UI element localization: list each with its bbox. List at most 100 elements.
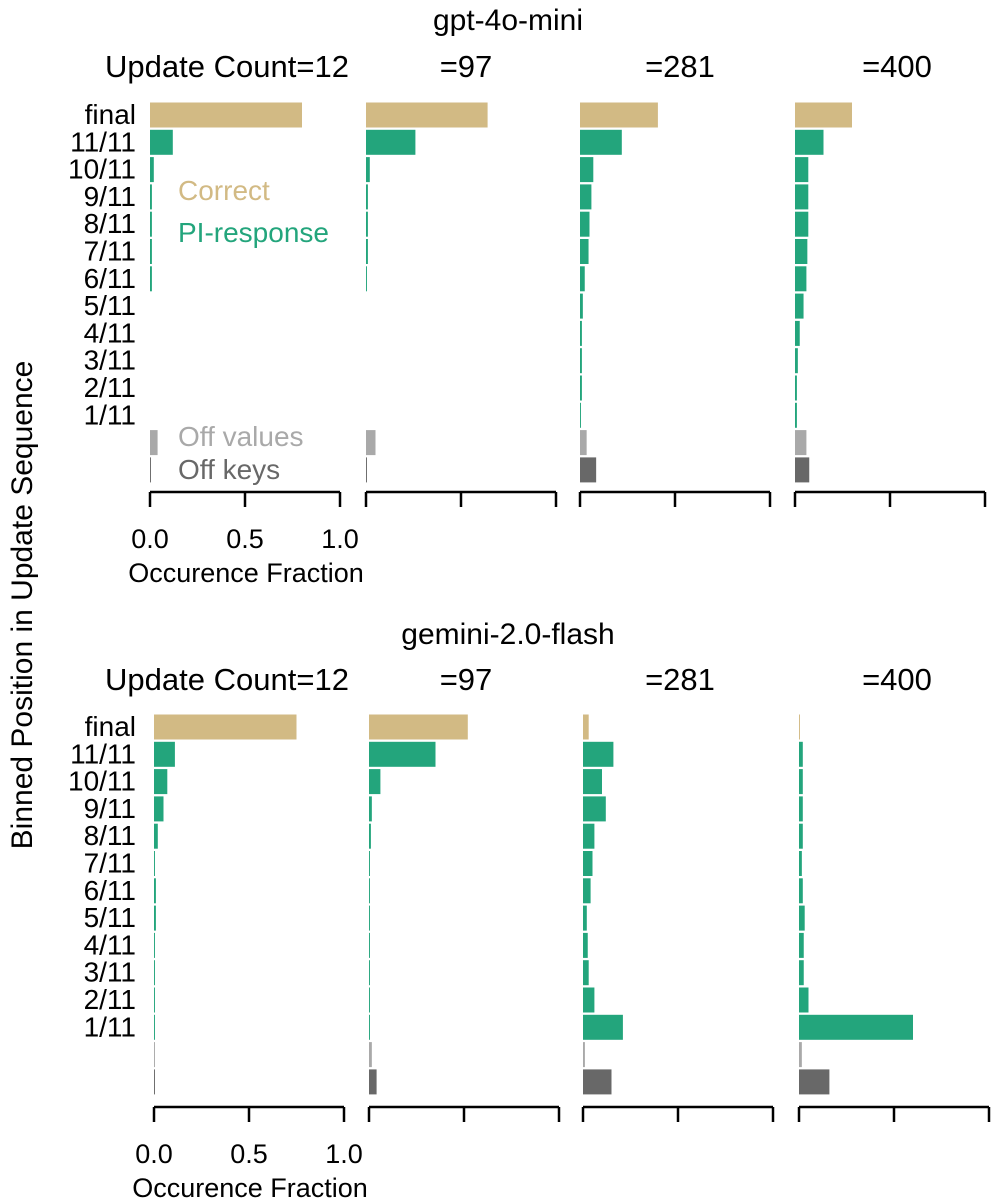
bar-off-keys [795, 457, 810, 483]
bar-11/11 [583, 741, 614, 767]
bar-10/11 [369, 769, 381, 795]
bar-9/11 [154, 796, 164, 822]
bar-8/11 [366, 211, 368, 237]
bar-8/11 [799, 823, 803, 849]
chart-title: gpt-4o-mini [433, 4, 583, 37]
x-tick-label: 1.0 [321, 524, 359, 554]
bar-1/11 [154, 1014, 155, 1040]
category-label: 8/11 [84, 820, 136, 851]
bar-7/11 [795, 239, 808, 264]
bar-5/11 [154, 905, 156, 931]
bar-5/11 [369, 905, 370, 931]
category-label: 2/11 [84, 984, 136, 1015]
category-label: 6/11 [84, 263, 136, 294]
panel-2-4: =400 [797, 662, 991, 1122]
bar-3/11 [154, 960, 155, 986]
bar-final [366, 102, 488, 128]
bar-6/11 [366, 266, 367, 292]
bar-10/11 [580, 157, 594, 183]
bar-off-values [795, 430, 807, 456]
bar-1/11 [799, 1014, 913, 1040]
bar-1/11 [580, 402, 581, 428]
bar-off-keys [150, 457, 151, 483]
bar-6/11 [369, 878, 370, 904]
panel-1-1: Update Count=12 0.0 0.5 1.0 Occurence Fracti… [105, 49, 364, 588]
bar-6/11 [583, 878, 591, 904]
category-label: 4/11 [84, 317, 136, 348]
panel-title: =97 [440, 49, 493, 84]
category-label: 9/11 [84, 793, 136, 824]
panel-1-4: =400 [793, 49, 987, 507]
panel-1-2: =97 [364, 49, 558, 507]
bar-6/11 [580, 266, 585, 292]
bar-8/11 [150, 211, 152, 237]
bar-7/11 [583, 851, 593, 876]
category-label: 11/11 [70, 738, 136, 769]
bar-9/11 [795, 184, 809, 210]
panel-title: =281 [645, 662, 715, 697]
bar-off-keys [366, 457, 367, 483]
bar-9/11 [369, 796, 372, 822]
x-tick-label: 0.5 [230, 1139, 268, 1169]
bar-9/11 [150, 184, 152, 210]
category-label: 6/11 [84, 875, 136, 906]
bar-final [154, 714, 297, 740]
bar-off-values [580, 430, 587, 456]
bar-6/11 [154, 878, 156, 904]
bar-off-keys [580, 457, 597, 483]
bar-8/11 [795, 211, 809, 237]
bar-3/11 [799, 960, 804, 986]
bar-7/11 [580, 239, 589, 264]
panel-title: Update Count=12 [105, 662, 349, 697]
bar-4/11 [369, 932, 370, 958]
bar-11/11 [150, 129, 173, 155]
category-label: 1/11 [84, 1011, 136, 1042]
bar-4/11 [580, 320, 582, 346]
bar-1/11 [583, 1014, 623, 1040]
category-label: 10/11 [68, 766, 136, 797]
bar-4/11 [795, 320, 800, 346]
bar-1/11 [369, 1014, 370, 1040]
category-label: 7/11 [84, 848, 136, 879]
bar-10/11 [799, 769, 803, 795]
category-label: 9/11 [84, 181, 136, 212]
bar-final [795, 102, 852, 128]
bar-10/11 [154, 769, 168, 795]
bar-off-values [799, 1042, 802, 1068]
panel-2-1: Update Count=12 0.0 0.5 1.0 Occurence Fracti… [105, 662, 368, 1198]
category-label: 11/11 [70, 126, 136, 157]
bar-5/11 [583, 905, 587, 931]
bar-11/11 [369, 741, 436, 767]
bar-7/11 [154, 851, 155, 876]
category-label: final [85, 99, 136, 130]
bar-7/11 [369, 851, 370, 876]
bar-10/11 [366, 157, 370, 183]
bar-6/11 [799, 878, 803, 904]
bar-off-keys [154, 1069, 155, 1095]
bar-8/11 [580, 211, 590, 237]
x-axis-label: Occurence Fraction [132, 1173, 368, 1198]
legend-entry: PI-response [178, 217, 329, 248]
bar-off-keys [583, 1069, 612, 1095]
bar-4/11 [154, 932, 155, 958]
legend-entry: Off keys [178, 454, 280, 485]
category-label: 2/11 [84, 372, 136, 403]
bar-off-values [154, 1042, 155, 1068]
category-label: 10/11 [68, 154, 136, 185]
bar-1/11 [795, 402, 797, 428]
bar-11/11 [154, 741, 175, 767]
category-label: final [85, 711, 136, 742]
panel-title: =400 [862, 662, 932, 697]
bar-6/11 [795, 266, 807, 292]
bar-3/11 [369, 960, 370, 986]
category-label: 3/11 [84, 957, 136, 988]
bar-9/11 [799, 796, 803, 822]
bar-2/11 [580, 375, 582, 401]
bar-10/11 [583, 769, 602, 795]
bar-7/11 [366, 239, 368, 264]
panel-title: Update Count=12 [105, 49, 349, 84]
panel-title: =400 [862, 49, 932, 84]
panel-2-3: =281 [581, 662, 775, 1122]
bar-final [150, 102, 302, 128]
